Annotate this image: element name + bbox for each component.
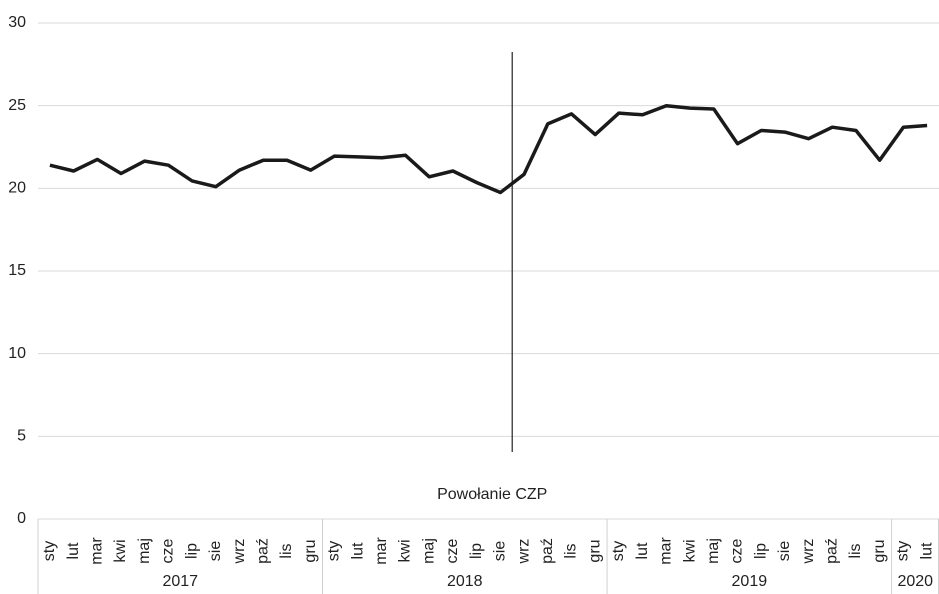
x-tick-label: kwi [112,539,129,562]
x-tick-label: lut [634,542,651,559]
x-group-label: 2017 [162,573,198,590]
x-group-label: 2018 [447,573,483,590]
x-tick-label: wrz [515,539,532,565]
x-tick-label: gru [302,539,319,562]
y-tick-label: 5 [17,428,26,445]
y-tick-label: 20 [8,180,26,197]
annotation-label: Powołanie CZP [437,486,547,503]
x-tick-label: cze [160,538,177,563]
x-group-label: 2020 [897,573,933,590]
x-tick-label: sie [207,541,224,562]
x-tick-label: wrz [231,539,248,565]
x-tick-label: wrz [800,539,817,565]
y-tick-label: 10 [8,345,26,362]
x-tick-label: mar [88,537,105,565]
data-line [49,103,928,195]
x-tick-label: lip [468,543,485,559]
x-tick-label: lis [847,543,864,558]
x-tick-label: lip [752,543,769,559]
y-tick-label: 25 [8,97,26,114]
x-tick-label: lut [918,542,935,559]
x-tick-label: lut [65,542,82,559]
x-tick-label: mar [373,537,390,565]
x-tick-label: maj [136,538,153,564]
x-tick-label: kwi [397,539,414,562]
x-tick-label: lip [183,543,200,559]
x-tick-label: sty [895,541,912,561]
x-tick-label: maj [420,538,437,564]
x-tick-label: cze [729,538,746,563]
x-tick-label: paź [539,538,556,564]
x-tick-label: lis [563,543,580,558]
x-tick-label: sty [326,541,343,561]
x-tick-label: lut [349,542,366,559]
y-tick-label: 30 [8,14,26,31]
x-tick-label: paź [254,538,271,564]
y-tick-label: 15 [8,262,26,279]
x-group-label: 2019 [732,573,768,590]
x-tick-label: cze [444,538,461,563]
x-tick-label: kwi [681,539,698,562]
x-tick-label: paź [824,538,841,564]
x-tick-label: gru [586,539,603,562]
y-tick-label: 0 [17,510,26,527]
x-tick-label: sie [492,541,509,562]
x-tick-label: sty [610,541,627,561]
x-tick-label: sty [41,541,58,561]
x-tick-label: mar [658,537,675,565]
x-tick-label: lis [278,543,295,558]
x-tick-label: gru [871,539,888,562]
x-tick-label: maj [705,538,722,564]
x-tick-label: sie [776,541,793,562]
